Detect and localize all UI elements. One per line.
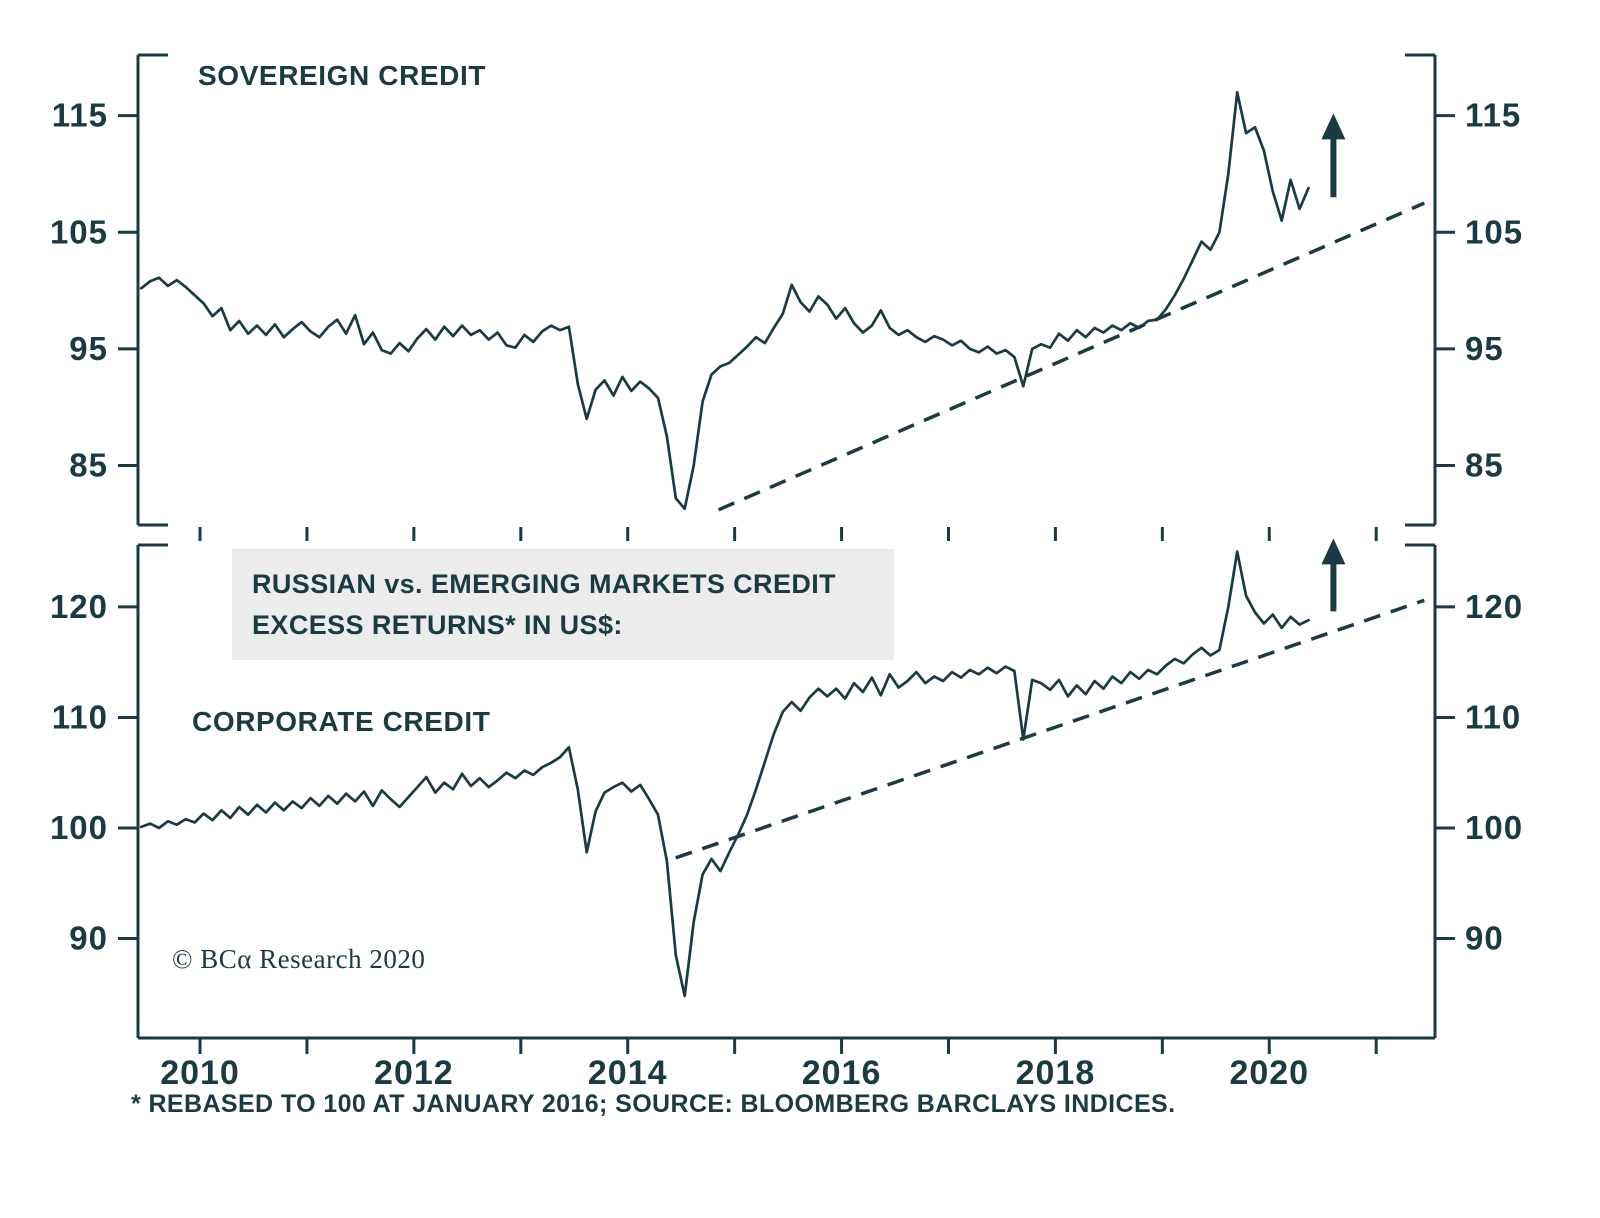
trendline [717,201,1425,512]
y-tick-label: 90 [1465,920,1504,957]
series-line [139,90,1310,511]
y-tick-label: 115 [1465,97,1521,134]
y-tick-label: 110 [1465,698,1521,735]
y-tick-label: 120 [1465,588,1523,625]
y-tick-label: 110 [52,698,108,735]
chart-title-line1: RUSSIAN vs. EMERGING MARKETS CREDIT [252,569,837,599]
chart-title-line2: EXCESS RETURNS* IN US$: [252,609,623,640]
y-tick-label: 115 [52,97,108,134]
y-tick-label: 85 [1465,447,1504,484]
source-footnote: * REBASED TO 100 AT JANUARY 2016; SOURCE… [131,1090,1176,1118]
y-tick-label: 100 [50,809,108,846]
x-tick-label: 2010 [160,1054,240,1092]
y-tick-label: 105 [1465,213,1523,250]
y-tick-label: 105 [50,213,108,250]
series-line [139,550,1310,998]
copyright-text: © BCα Research 2020 [172,944,426,974]
x-tick-label: 2016 [802,1054,882,1092]
chart-title-box: RUSSIAN vs. EMERGING MARKETS CREDIT EXCE… [232,549,894,660]
y-tick-label: 95 [69,330,108,367]
y-tick-label: 85 [69,447,108,484]
y-tick-label: 90 [69,920,108,957]
x-tick-label: 2012 [374,1054,454,1092]
corporate-panel-title: CORPORATE CREDIT [192,706,491,737]
up-arrow-head [1321,538,1346,565]
x-tick-label: 2020 [1229,1054,1309,1092]
sovereign-panel-title: SOVEREIGN CREDIT [198,60,487,91]
up-arrow-head [1321,113,1346,140]
y-tick-label: 120 [50,588,108,625]
y-tick-label: 95 [1465,330,1504,367]
x-tick-label: 2014 [588,1054,668,1092]
y-tick-label: 100 [1465,809,1523,846]
trendline [675,598,1425,860]
x-tick-label: 2018 [1016,1054,1096,1092]
